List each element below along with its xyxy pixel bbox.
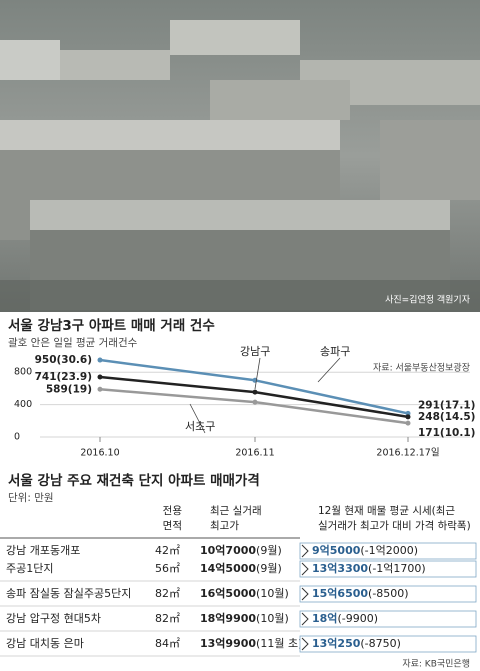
current-price: 15억6500(-8500) (312, 587, 409, 600)
complex-name: 송파 잠실동 잠실주공5단지 (6, 587, 131, 600)
data-label: 291(17.1) (418, 399, 475, 411)
recent-value: 18억9900 (200, 612, 256, 625)
drop: (-8500) (368, 587, 409, 600)
current-value: 18억 (312, 612, 337, 625)
complex-name: 강남 대치동 은마 (6, 637, 84, 650)
area: 82㎡ (155, 587, 180, 600)
point (405, 414, 411, 420)
data-label: 741(23.9) (35, 371, 92, 383)
chart: 0 400 800 2016.10 2016.11 2016.12.17일 950(30.6… (14, 345, 475, 459)
area: 56㎡ (155, 562, 180, 575)
area: 82㎡ (155, 612, 180, 625)
current-price: 18억(-9900) (312, 612, 378, 625)
header: 12월 현재 매물 평균 시세(최근 (318, 505, 455, 517)
x-tick-label: 2016.11 (235, 448, 274, 459)
table-unit: 단위: 만원 (8, 491, 54, 504)
recent-price: 14억5000(9월) (200, 562, 282, 575)
drop: (-1억1700) (368, 562, 426, 575)
complex-name: 주공1단지 (6, 562, 53, 575)
y-tick-label: 0 (14, 432, 20, 443)
header: 최고가 (210, 520, 239, 532)
y-tick-label: 400 (14, 399, 32, 410)
arrow (301, 544, 309, 558)
complex-name: 강남 개포동개포 (6, 544, 80, 557)
recent-value: 16억5000 (200, 587, 256, 600)
header: 면적 (163, 520, 182, 532)
table-title: 서울 강남 주요 재건축 단지 아파트 매매가격 (8, 472, 260, 489)
drop: (-8750) (360, 637, 401, 650)
recent-price: 18억9900(10월) (200, 612, 289, 625)
legend-label: 송파구 (320, 345, 350, 358)
recent-price: 13억9900(11월 초) (200, 637, 302, 650)
arrow (301, 637, 309, 651)
complex-name: 강남 압구정 현대5차 (6, 612, 101, 625)
current-value: 13억3300 (312, 562, 368, 575)
photo: 사진=김연정 객원기자 (0, 0, 480, 312)
header: 최근 실거래 (210, 505, 262, 517)
current-box (299, 560, 477, 578)
drop: (-9900) (337, 612, 378, 625)
data-label: 589(19) (46, 383, 92, 395)
point (97, 386, 103, 392)
series-line (99, 375, 409, 419)
current-value: 13억250 (312, 637, 361, 650)
current-box (299, 635, 477, 653)
y-tick-label: 800 (14, 367, 32, 378)
legend-leader (317, 357, 341, 383)
current-price: 13억250(-8750) (312, 637, 401, 650)
data-label: 248(14.5) (418, 411, 475, 423)
current-box (299, 585, 477, 603)
recent-note: (9월) (256, 562, 282, 575)
x-tick-label: 2016.10 (80, 448, 119, 459)
point (252, 389, 258, 395)
data-label: 950(30.6) (35, 354, 92, 366)
arrow (301, 587, 309, 601)
point (97, 374, 103, 380)
recent-note: (9월) (256, 544, 282, 557)
chart-subtitle: 괄호 안은 일일 평균 거래건수 (8, 336, 138, 349)
table-source: 자료: KB국민은행 (402, 658, 470, 670)
header: 전용 (163, 505, 183, 517)
drop: (-1억2000) (360, 544, 418, 557)
photo-caption: 사진=김연정 객원기자 (385, 294, 471, 306)
recent-price: 16억5000(10월) (200, 587, 289, 600)
recent-value: 13억9900 (200, 637, 256, 650)
recent-price: 10억7000(9월) (200, 544, 282, 557)
data-label: 171(10.1) (418, 427, 475, 439)
chart-title: 서울 강남3구 아파트 매매 거래 건수 (8, 317, 215, 334)
point (405, 420, 411, 426)
point (252, 399, 258, 405)
x-tick-label: 2016.12.17일 (376, 448, 439, 459)
recent-note: (10월) (256, 587, 289, 600)
arrow (301, 612, 309, 626)
current-price: 13억3300(-1억1700) (312, 562, 426, 575)
series-line (99, 358, 409, 415)
area: 84㎡ (155, 637, 180, 650)
current-value: 15억6500 (312, 587, 368, 600)
header: 실거래가 최고가 대비 가격 하락폭) (318, 519, 471, 532)
legend-label: 서초구 (185, 420, 215, 433)
area: 42㎡ (155, 544, 180, 557)
legend-leader (189, 403, 206, 434)
recent-value: 14억5000 (200, 562, 256, 575)
recent-note: (11월 초) (256, 637, 302, 650)
point (97, 357, 103, 363)
recent-note: (10월) (256, 612, 289, 625)
point (405, 410, 411, 416)
current-box (299, 542, 477, 560)
legend-label: 강남구 (240, 345, 270, 358)
current-box (299, 610, 477, 628)
chart-source: 자료: 서울부동산정보광장 (373, 362, 470, 374)
legend-leader (254, 357, 261, 390)
current-value: 9억5000 (312, 544, 361, 557)
recent-value: 10억7000 (200, 544, 256, 557)
current-price: 9억5000(-1억2000) (312, 544, 418, 557)
arrow (301, 562, 309, 576)
